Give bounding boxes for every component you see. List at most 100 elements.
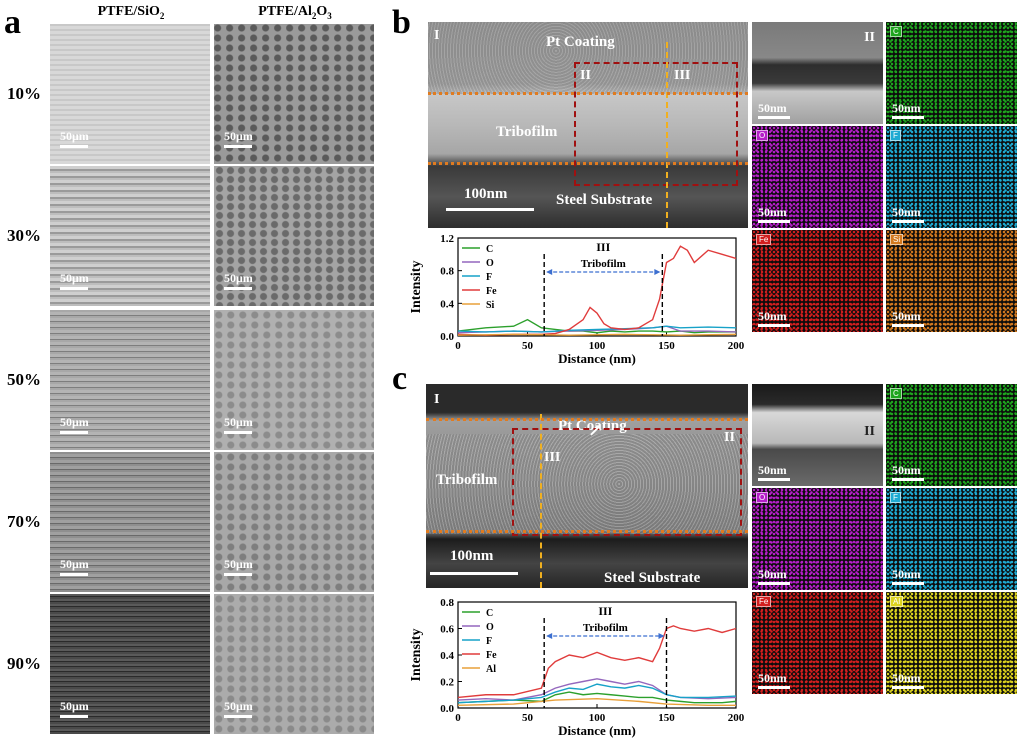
x-tick-label: 150 xyxy=(658,340,675,352)
interface-bottom-c xyxy=(426,530,748,533)
sem-image-al2o3-1: 50μm xyxy=(214,24,374,164)
x-axis-label: Distance (nm) xyxy=(558,351,636,366)
map-scale: 50nm xyxy=(758,205,790,223)
sem-image-sio2-4: 50μm xyxy=(50,452,210,592)
element-badge: F xyxy=(890,130,901,141)
x-tick-label: 100 xyxy=(589,712,606,724)
row-label-5: 90% xyxy=(7,654,41,673)
series-line-f xyxy=(457,683,737,704)
panel-b-letter: b xyxy=(392,4,411,41)
b-eds-map-c: C 50nm xyxy=(886,22,1017,124)
panel-c-tem-image: I II Pt Coating Tribofilm Steel Substrat… xyxy=(426,384,748,588)
y-axis-label: Intensity xyxy=(409,629,424,682)
region-label-III: III xyxy=(674,68,691,83)
sem-scale-bar: 50μm xyxy=(224,129,253,148)
y-tick-label: 0.8 xyxy=(440,266,454,278)
panel-c-letter: c xyxy=(392,360,408,397)
map-scale: 50nm xyxy=(892,567,924,585)
sem-scale-bar: 50μm xyxy=(224,557,253,576)
tribofilm-label-c: Tribofilm xyxy=(436,472,498,488)
interface-bottom xyxy=(428,162,748,165)
map-scale: 50nm xyxy=(758,671,790,689)
column-header-ptfe-al2o3: PTFE/Al2O3 xyxy=(258,4,332,21)
panel-c-insert-image: II 50nm xyxy=(752,384,883,486)
x-tick-label: 0 xyxy=(455,712,461,724)
sem-image-sio2-5: 50μm xyxy=(50,594,210,734)
legend-label: C xyxy=(486,244,493,255)
map-scale: 50nm xyxy=(892,101,924,119)
y-axis-label: Intensity xyxy=(409,261,424,314)
series-line-c xyxy=(457,318,736,334)
sem-scale-bar: 50μm xyxy=(60,557,89,576)
series-line-fe xyxy=(457,245,737,336)
sem-scale-bar: 50μm xyxy=(224,699,253,718)
steel-substrate-label-c: Steel Substrate xyxy=(604,570,701,586)
y-tick-label: 0.4 xyxy=(440,298,454,310)
arrow-icon: ↗ xyxy=(588,420,604,440)
element-badge: Al xyxy=(890,596,904,607)
row-label-2: 30% xyxy=(7,226,41,245)
tribofilm-label: Tribofilm xyxy=(496,124,558,140)
element-badge: Fe xyxy=(756,234,772,245)
panel-b-insert-image: II 50nm xyxy=(752,22,883,124)
panel-a-letter: a xyxy=(4,4,21,41)
legend-label: F xyxy=(486,636,492,647)
y-tick-label: 0.6 xyxy=(440,624,454,636)
x-tick-label: 50 xyxy=(522,712,534,724)
sem-image-al2o3-4: 50μm xyxy=(214,452,374,592)
legend-label: O xyxy=(486,622,494,633)
sem-image-sio2-2: 50μm xyxy=(50,166,210,306)
interface-top-c xyxy=(426,418,748,421)
legend-label: F xyxy=(486,272,492,283)
y-tick-label: 0.4 xyxy=(440,650,454,662)
tem-roman-I: I xyxy=(434,28,440,43)
legend-label: C xyxy=(486,608,493,619)
legend-label: O xyxy=(486,258,494,269)
steel-substrate-label: Steel Substrate xyxy=(556,192,653,208)
tribofilm-annotation: Tribofilm xyxy=(583,622,628,634)
linescan-line-c xyxy=(540,414,542,588)
arrow-head-right xyxy=(654,269,661,275)
x-tick-label: 150 xyxy=(658,712,675,724)
sem-scale-bar: 50μm xyxy=(60,699,89,718)
tem-c-roman-I: I xyxy=(434,392,440,407)
element-badge: C xyxy=(890,26,902,37)
sem-scale-bar: 50μm xyxy=(224,271,253,290)
map-scale: 50nm xyxy=(758,567,790,585)
y-tick-label: 0.2 xyxy=(440,677,454,689)
element-badge: O xyxy=(756,130,769,141)
arrow-head-left xyxy=(546,269,553,275)
insert-scale: 50nm xyxy=(758,101,790,119)
legend-label: Fe xyxy=(486,650,497,661)
b-eds-map-si: Si 50nm xyxy=(886,230,1017,332)
x-tick-label: 50 xyxy=(522,340,534,352)
x-tick-label: 200 xyxy=(728,712,745,724)
chart-title: III xyxy=(596,240,610,254)
element-badge: C xyxy=(890,388,902,399)
linescan-line xyxy=(666,42,668,228)
map-scale: 50nm xyxy=(892,205,924,223)
y-tick-label: 0.8 xyxy=(440,597,454,609)
region-box-c xyxy=(512,428,742,536)
tem-scale-label: 100nm xyxy=(464,186,508,202)
c-eds-map-o: O 50nm xyxy=(752,488,883,590)
pt-coating-label: Pt Coating xyxy=(546,34,615,50)
sem-image-sio2-1: 50μm xyxy=(50,24,210,164)
sem-scale-bar: 50μm xyxy=(224,415,253,434)
sem-scale-bar: 50μm xyxy=(60,129,89,148)
tem-scale-bar xyxy=(446,208,534,211)
arrow-head-left xyxy=(546,633,553,639)
region-box xyxy=(574,62,738,186)
series-line-si xyxy=(457,333,737,336)
row-label-1: 10% xyxy=(7,84,41,103)
panel-b-line-chart: 0 50 100 150 200 0.0 0.4 0.8 1.2 Distance (nm) Int… xyxy=(409,233,745,366)
map-scale: 50nm xyxy=(892,671,924,689)
element-badge: Si xyxy=(890,234,904,245)
linescan-label-III: III xyxy=(544,450,561,465)
arrow-head-right xyxy=(658,633,665,639)
b-eds-map-f: F 50nm xyxy=(886,126,1017,228)
x-tick-label: 200 xyxy=(728,340,745,352)
series-line-f xyxy=(457,325,737,333)
chart-title: III xyxy=(598,604,612,618)
b-eds-map-fe: Fe 50nm xyxy=(752,230,883,332)
